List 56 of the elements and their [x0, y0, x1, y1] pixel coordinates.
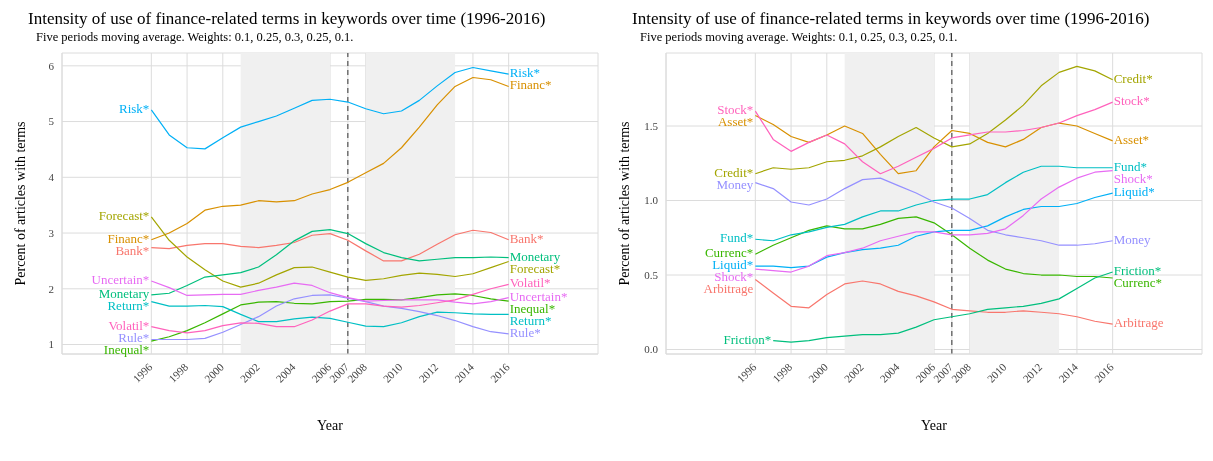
line-series [754, 65, 1114, 175]
line-series [754, 114, 1114, 175]
y-tick-label: 1.5 [644, 119, 659, 132]
text: Risk* [118, 100, 150, 116]
line-series [772, 271, 1114, 343]
line-series [150, 280, 510, 305]
line-series [150, 66, 510, 150]
line-series [150, 283, 510, 334]
series-label: Monetary [509, 248, 561, 264]
x-tick-label: 1998 [166, 360, 191, 385]
text: Arbitrage [703, 281, 754, 297]
series-label: Credit* [1113, 70, 1153, 86]
x-axis-title: Year [317, 418, 344, 433]
series-label: Arbitrage [1113, 315, 1164, 331]
text: Friction* [723, 331, 772, 347]
line-series [754, 278, 1114, 325]
line-series [754, 177, 1114, 246]
chart-subtitle: Five periods moving average. Weights: 0.1, 0.25, 0.3, 0.25, 0.1. [639, 29, 959, 45]
line-series [754, 170, 1114, 273]
line-series [150, 229, 510, 262]
series-label: Uncertain* [509, 288, 568, 304]
y-tick-label: 5 [48, 115, 55, 128]
y-axis-title: Percent of articles with terms [616, 121, 632, 286]
line-series [754, 192, 1114, 269]
line-series [754, 101, 1114, 175]
y-tick-label: 6 [48, 59, 55, 72]
series-label: Asset* [1113, 131, 1150, 147]
series-label: Volatil* [509, 275, 551, 291]
series-label: Money [1113, 231, 1151, 247]
x-tick-label: 1998 [770, 360, 795, 385]
text: Fund* [720, 230, 754, 246]
line-series [150, 301, 510, 328]
text: Volatil* [108, 317, 150, 333]
line-series [754, 165, 1114, 242]
chart-title: Intensity of use of finance-related terms in keywords over time (1996-2016) [27, 8, 547, 29]
x-axis-title: Year [921, 418, 948, 433]
y-tick-label: 0.0 [644, 343, 659, 356]
y-tick-label: 1.0 [644, 194, 659, 207]
y-tick-label: 4 [48, 171, 55, 184]
series-label: Rule* [509, 324, 541, 340]
y-tick-label: 0.5 [644, 268, 659, 281]
chart-subtitle: Five periods moving average. Weights: 0.1, 0.25, 0.3, 0.25, 0.1. [35, 29, 355, 45]
y-tick-label: 3 [48, 226, 55, 239]
y-axis-title: Percent of articles with terms [12, 121, 28, 286]
series-label: Bank* [509, 230, 544, 246]
y-tick-label: 2 [48, 282, 54, 295]
chart-title: Intensity of use of finance-related terms in keywords over time (1996-2016) [631, 8, 1151, 29]
line-series [150, 216, 510, 288]
series-label: Liquid* [1113, 184, 1155, 200]
y-tick-label: 1 [48, 338, 54, 351]
line-series [150, 229, 510, 296]
line-series [754, 216, 1114, 279]
text: Uncertain* [91, 271, 150, 287]
line-series [150, 76, 510, 241]
text: Forecast* [98, 207, 150, 223]
series-label: Stock* [1113, 93, 1150, 109]
